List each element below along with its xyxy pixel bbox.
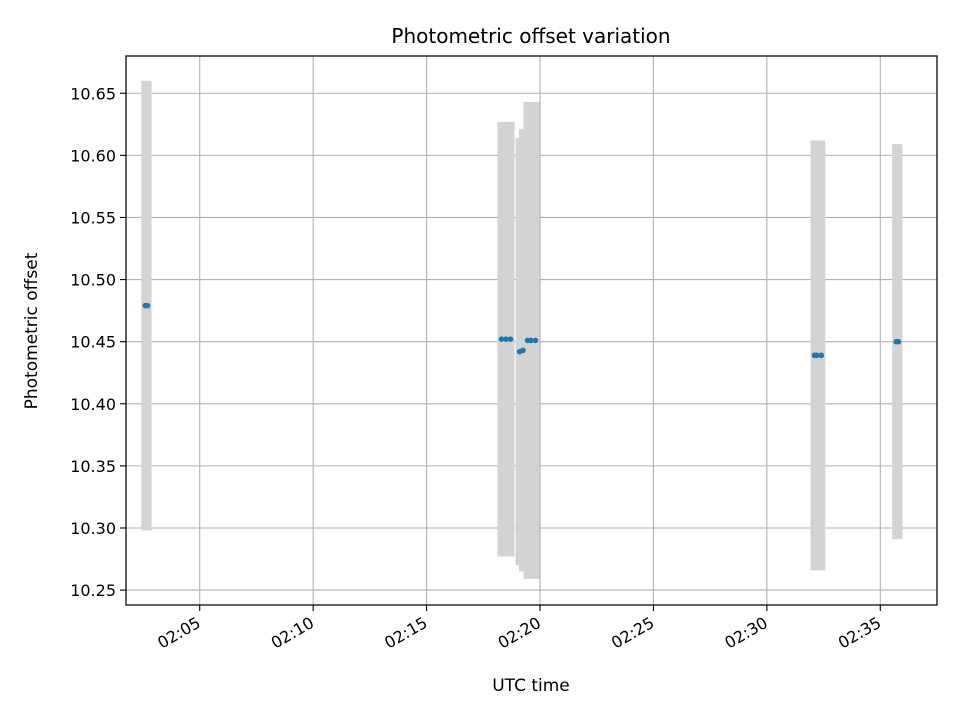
y-tick-label: 10.30 (70, 519, 116, 538)
y-axis: 10.25 10.30 10.35 10.40 10.45 10.50 10.55 10.60… (70, 84, 126, 600)
data-point (503, 336, 509, 342)
data-point (818, 352, 825, 359)
x-axis-label: UTC time (492, 676, 570, 696)
data-point (520, 347, 526, 354)
y-tick-label: 10.55 (70, 208, 116, 227)
y-tick-label: 10.25 (70, 581, 116, 600)
y-tick-label: 10.40 (70, 395, 116, 414)
data-point (813, 352, 820, 359)
chart-title: Photometric offset variation (391, 24, 670, 48)
y-tick-label: 10.50 (70, 271, 116, 290)
data-point (507, 336, 514, 342)
data-point (528, 337, 534, 344)
y-tick-label: 10.45 (70, 333, 116, 352)
data-point (532, 337, 539, 344)
y-tick-label: 10.35 (70, 457, 116, 476)
data-point (498, 336, 505, 342)
plot-frame (125, 55, 938, 606)
data-point (895, 338, 902, 345)
y-tick-label: 10.65 (70, 84, 116, 103)
data-points (142, 302, 902, 359)
y-axis-label: Photometric offset (22, 252, 42, 409)
data-point (144, 302, 151, 309)
y-tick-label: 10.60 (70, 146, 116, 165)
